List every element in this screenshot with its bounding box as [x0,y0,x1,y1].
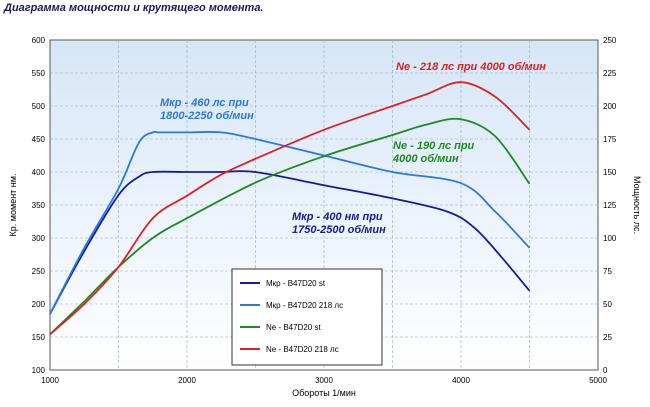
legend-label-mkr-st: Mкр - B47D20 st [266,279,326,288]
annotation-ne-218: Ne - 218 лс при 4000 об/мин [396,61,546,73]
y-right-tick-label: 250 [603,36,617,45]
y-left-tick-label: 300 [32,234,46,243]
y-axis-right-label: Мощность лс. [632,176,642,234]
x-axis-label: Обороты 1/мин [292,388,356,398]
series-line-mkr-st [49,170,531,315]
legend-label-mkr-218: Mкр - B47D20 218 лс [266,301,343,310]
x-tick-label: 2000 [178,376,196,385]
y-right-tick-label: 225 [603,69,617,78]
y-right-tick-label: 125 [603,201,617,210]
legend-label-ne-218: Ne - B47D20 218 лс [266,345,339,354]
x-tick-label: 5000 [589,376,607,385]
y-left-tick-label: 600 [32,36,46,45]
y-right-tick-label: 75 [603,267,612,276]
series-line-ne-218 [49,81,531,336]
y-right-tick-label: 175 [603,135,617,144]
y-right-tick-label: 0 [603,366,608,375]
y-right-tick-label: 50 [603,300,612,309]
annotation-mkr-460-line2: 1800-2250 об/мин [160,110,254,122]
y-left-tick-label: 150 [32,333,46,342]
y-left-tick-label: 350 [32,201,46,210]
y-axis-left-label: Кр. момент нм. [8,174,18,237]
legend-label-ne-st: Ne - B47D20 st [266,323,321,332]
y-right-tick-label: 25 [603,333,612,342]
y-left-tick-label: 450 [32,135,46,144]
y-right-tick-label: 100 [603,234,617,243]
y-right-tick-label: 200 [603,102,617,111]
y-left-tick-label: 100 [32,366,46,375]
annotation-mkr-400-line1: Mкр - 400 нм при [292,211,383,223]
series-lines [49,81,531,336]
annotation-mkr-460-line1: Mкр - 460 лс при [160,97,249,109]
y-left-tick-label: 550 [32,69,46,78]
annotation-ne-190-line1: Ne - 190 лс при [393,140,475,152]
ticks: 1000 2000 3000 4000 500010015020025030035040… [32,36,617,385]
legend: Mкр - B47D20 st Mкр - B47D20 218 лс Ne - B… [231,268,383,366]
y-left-tick-label: 200 [32,300,46,309]
y-left-tick-label: 400 [32,168,46,177]
annotation-mkr-400-line2: 1750-2500 об/мин [292,224,386,236]
page-title: Диаграмма мощности и крутящего момента. [4,2,264,14]
x-tick-label: 1000 [41,376,59,385]
x-tick-label: 3000 [315,376,333,385]
y-right-tick-label: 150 [603,168,617,177]
series-line-mkr-218 [49,130,531,315]
annotation-ne-190-line2: 4000 об/мин [392,153,459,165]
y-left-tick-label: 250 [32,267,46,276]
x-tick-label: 4000 [452,376,470,385]
y-left-tick-label: 500 [32,102,46,111]
